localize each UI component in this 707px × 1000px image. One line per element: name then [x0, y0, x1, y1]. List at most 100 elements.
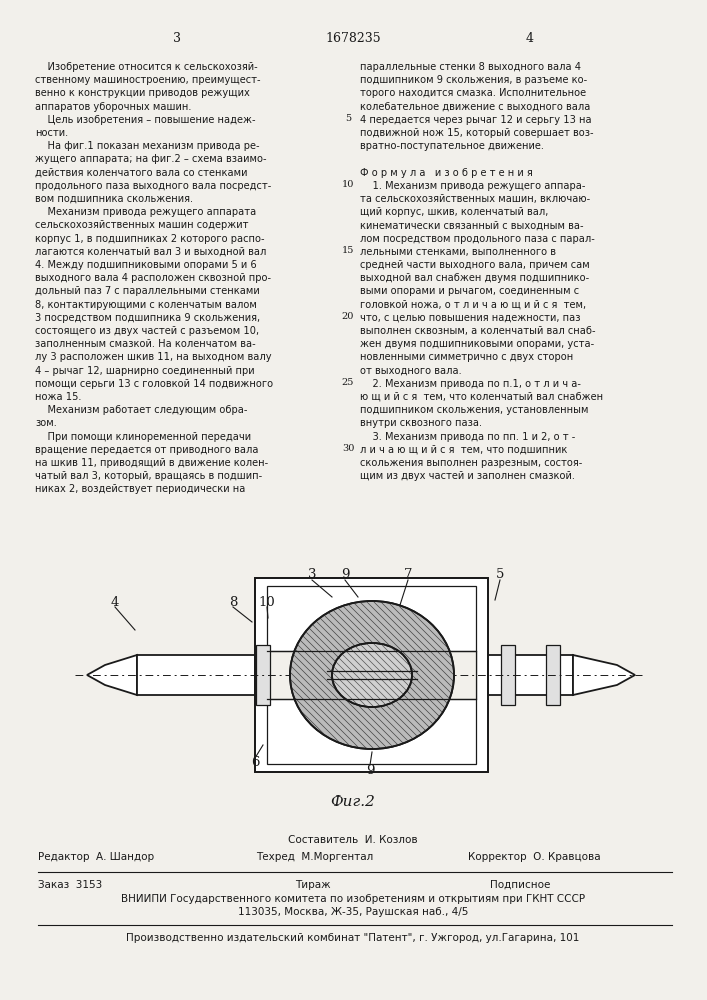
Text: продольного паза выходного вала посредст-: продольного паза выходного вала посредст… — [35, 181, 271, 191]
Text: выми опорами и рычагом, соединенным с: выми опорами и рычагом, соединенным с — [360, 286, 579, 296]
Text: 5: 5 — [345, 114, 351, 123]
Text: 3 посредством подшипника 9 скольжения,: 3 посредством подшипника 9 скольжения, — [35, 313, 260, 323]
Text: Механизм привода режущего аппарата: Механизм привода режущего аппарата — [35, 207, 256, 217]
Polygon shape — [573, 655, 635, 695]
Text: л и ч а ю щ и й с я  тем, что подшипник: л и ч а ю щ и й с я тем, что подшипник — [360, 445, 568, 455]
Polygon shape — [256, 645, 270, 705]
Text: от выходного вала.: от выходного вала. — [360, 366, 462, 376]
Text: вращение передается от приводного вала: вращение передается от приводного вала — [35, 445, 259, 455]
Text: никах 2, воздействует периодически на: никах 2, воздействует периодически на — [35, 484, 245, 494]
Text: лу 3 расположен шкив 11, на выходном валу: лу 3 расположен шкив 11, на выходном вал… — [35, 352, 271, 362]
Text: Составитель  И. Козлов: Составитель И. Козлов — [288, 835, 418, 845]
Text: ности.: ности. — [35, 128, 69, 138]
Text: При помощи клиноременной передачи: При помощи клиноременной передачи — [35, 432, 251, 442]
Polygon shape — [546, 645, 560, 705]
Text: 10: 10 — [341, 180, 354, 189]
Text: Редактор  А. Шандор: Редактор А. Шандор — [38, 852, 154, 862]
Text: подшипником скольжения, установленным: подшипником скольжения, установленным — [360, 405, 588, 415]
Text: состоящего из двух частей с разъемом 10,: состоящего из двух частей с разъемом 10, — [35, 326, 259, 336]
Text: 5: 5 — [496, 568, 504, 582]
Polygon shape — [267, 651, 476, 699]
Text: действия коленчатого вала со стенками: действия коленчатого вала со стенками — [35, 168, 247, 178]
Ellipse shape — [332, 643, 412, 707]
Text: 4. Между подшипниковыми опорами 5 и 6: 4. Между подшипниковыми опорами 5 и 6 — [35, 260, 257, 270]
Text: Механизм работает следующим обра-: Механизм работает следующим обра- — [35, 405, 247, 415]
Text: помощи серьги 13 с головкой 14 подвижного: помощи серьги 13 с головкой 14 подвижног… — [35, 379, 273, 389]
Text: средней части выходного вала, причем сам: средней части выходного вала, причем сам — [360, 260, 590, 270]
Polygon shape — [255, 578, 488, 772]
Text: та сельскохозяйственных машин, включаю-: та сельскохозяйственных машин, включаю- — [360, 194, 590, 204]
Text: 8: 8 — [229, 595, 237, 608]
Text: подвижной нож 15, который совершает воз-: подвижной нож 15, который совершает воз- — [360, 128, 594, 138]
Text: чатый вал 3, который, вращаясь в подшип-: чатый вал 3, который, вращаясь в подшип- — [35, 471, 262, 481]
Text: 1. Механизм привода режущего аппара-: 1. Механизм привода режущего аппара- — [360, 181, 585, 191]
Text: 9: 9 — [366, 764, 374, 776]
Text: На фиг.1 показан механизм привода ре-: На фиг.1 показан механизм привода ре- — [35, 141, 259, 151]
Text: ственному машиностроению, преимущест-: ственному машиностроению, преимущест- — [35, 75, 261, 85]
Text: 25: 25 — [341, 378, 354, 387]
Text: 4 – рычаг 12, шарнирно соединенный при: 4 – рычаг 12, шарнирно соединенный при — [35, 366, 255, 376]
Text: 20: 20 — [341, 312, 354, 321]
Text: подшипником 9 скольжения, в разъеме ко-: подшипником 9 скольжения, в разъеме ко- — [360, 75, 588, 85]
Text: щим из двух частей и заполнен смазкой.: щим из двух частей и заполнен смазкой. — [360, 471, 575, 481]
Polygon shape — [87, 655, 137, 695]
Text: лельными стенками, выполненного в: лельными стенками, выполненного в — [360, 247, 556, 257]
Text: 30: 30 — [341, 444, 354, 453]
Text: выполнен сквозным, а коленчатый вал снаб-: выполнен сквозным, а коленчатый вал снаб… — [360, 326, 595, 336]
Text: 15: 15 — [341, 246, 354, 255]
Text: кинематически связанный с выходным ва-: кинематически связанный с выходным ва- — [360, 220, 583, 230]
Text: жен двумя подшипниковыми опорами, уста-: жен двумя подшипниковыми опорами, уста- — [360, 339, 595, 349]
Text: лом посредством продольного паза с парал-: лом посредством продольного паза с парал… — [360, 234, 595, 244]
Text: выходной вал снабжен двумя подшипнико-: выходной вал снабжен двумя подшипнико- — [360, 273, 589, 283]
Text: что, с целью повышения надежности, паз: что, с целью повышения надежности, паз — [360, 313, 580, 323]
Text: скольжения выполнен разрезным, состоя-: скольжения выполнен разрезным, состоя- — [360, 458, 583, 468]
Polygon shape — [501, 645, 515, 705]
Text: Подписное: Подписное — [490, 880, 550, 890]
Text: 4: 4 — [526, 31, 534, 44]
Text: 10: 10 — [259, 595, 275, 608]
Text: зом.: зом. — [35, 418, 57, 428]
Text: 8, контактирующими с коленчатым валом: 8, контактирующими с коленчатым валом — [35, 300, 257, 310]
Text: 9: 9 — [341, 568, 349, 582]
Text: аппаратов уборочных машин.: аппаратов уборочных машин. — [35, 102, 192, 112]
Polygon shape — [488, 655, 573, 695]
Text: выходного вала 4 расположен сквозной про-: выходного вала 4 расположен сквозной про… — [35, 273, 271, 283]
Text: 1678235: 1678235 — [325, 31, 381, 44]
Text: новленными симметрично с двух сторон: новленными симметрично с двух сторон — [360, 352, 573, 362]
Text: сельскохозяйственных машин содержит: сельскохозяйственных машин содержит — [35, 220, 248, 230]
Text: вом подшипника скольжения.: вом подшипника скольжения. — [35, 194, 193, 204]
Text: торого находится смазка. Исполнительное: торого находится смазка. Исполнительное — [360, 88, 586, 98]
Polygon shape — [137, 655, 255, 695]
Text: головкой ножа, о т л и ч а ю щ и й с я  тем,: головкой ножа, о т л и ч а ю щ и й с я т… — [360, 300, 586, 310]
Text: заполненным смазкой. На коленчатом ва-: заполненным смазкой. На коленчатом ва- — [35, 339, 256, 349]
Text: 4 передается через рычаг 12 и серьгу 13 на: 4 передается через рычаг 12 и серьгу 13 … — [360, 115, 592, 125]
Text: 2. Механизм привода по п.1, о т л и ч а-: 2. Механизм привода по п.1, о т л и ч а- — [360, 379, 581, 389]
Ellipse shape — [290, 601, 454, 749]
Text: параллельные стенки 8 выходного вала 4: параллельные стенки 8 выходного вала 4 — [360, 62, 581, 72]
Text: жущего аппарата; на фиг.2 – схема взаимо-: жущего аппарата; на фиг.2 – схема взаимо… — [35, 154, 267, 164]
Text: Ф о р м у л а   и з о б р е т е н и я: Ф о р м у л а и з о б р е т е н и я — [360, 168, 533, 178]
Text: вратно-поступательное движение.: вратно-поступательное движение. — [360, 141, 544, 151]
Polygon shape — [267, 586, 476, 764]
Text: Изобретение относится к сельскохозяй-: Изобретение относится к сельскохозяй- — [35, 62, 258, 72]
Text: 3: 3 — [173, 31, 181, 44]
Text: щий корпус, шкив, коленчатый вал,: щий корпус, шкив, коленчатый вал, — [360, 207, 549, 217]
Text: 113035, Москва, Ж-35, Раушская наб., 4/5: 113035, Москва, Ж-35, Раушская наб., 4/5 — [238, 907, 468, 917]
Text: Фиг.2: Фиг.2 — [331, 795, 375, 809]
Text: Техред  М.Моргентал: Техред М.Моргентал — [256, 852, 373, 862]
Text: 6: 6 — [251, 756, 259, 770]
Text: колебательное движение с выходного вала: колебательное движение с выходного вала — [360, 102, 590, 112]
Text: Корректор  О. Кравцова: Корректор О. Кравцова — [468, 852, 601, 862]
Text: ю щ и й с я  тем, что коленчатый вал снабжен: ю щ и й с я тем, что коленчатый вал снаб… — [360, 392, 603, 402]
Text: корпус 1, в подшипниках 2 которого распо-: корпус 1, в подшипниках 2 которого распо… — [35, 234, 264, 244]
Text: лагаются коленчатый вал 3 и выходной вал: лагаются коленчатый вал 3 и выходной вал — [35, 247, 267, 257]
Text: ножа 15.: ножа 15. — [35, 392, 81, 402]
Text: 7: 7 — [404, 568, 412, 582]
Text: дольный паз 7 с параллельными стенками: дольный паз 7 с параллельными стенками — [35, 286, 259, 296]
Text: Производственно издательский комбинат "Патент", г. Ужгород, ул.Гагарина, 101: Производственно издательский комбинат "П… — [127, 933, 580, 943]
Text: на шкив 11, приводящий в движение колен-: на шкив 11, приводящий в движение колен- — [35, 458, 268, 468]
Text: 3. Механизм привода по пп. 1 и 2, о т -: 3. Механизм привода по пп. 1 и 2, о т - — [360, 432, 575, 442]
Text: Цель изобретения – повышение надеж-: Цель изобретения – повышение надеж- — [35, 115, 256, 125]
Text: 4: 4 — [111, 595, 119, 608]
Text: Заказ  3153: Заказ 3153 — [38, 880, 103, 890]
